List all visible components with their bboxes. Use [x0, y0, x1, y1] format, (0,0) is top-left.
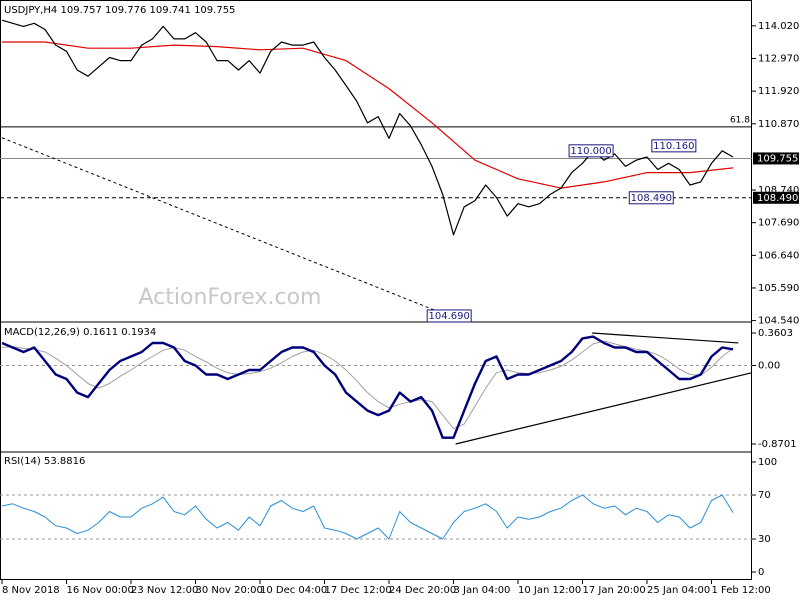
- price-box: [753, 152, 799, 165]
- x-tick-label: 24 Dec 20:00: [389, 585, 456, 596]
- price-box-label: 108.490: [757, 193, 798, 204]
- annotation-label: 108.490: [631, 193, 672, 204]
- y-tick-label: 106.640: [758, 250, 799, 261]
- annotation-box: [568, 144, 614, 158]
- x-tick-label: 23 Nov 12:00: [131, 585, 198, 596]
- series-line: [1, 494, 734, 540]
- series-line: [2, 41, 734, 189]
- x-tick-label: 3 Jan 04:00: [453, 585, 510, 596]
- x-tick-label: 17 Jan 20:00: [582, 585, 645, 596]
- level-label: 61.8: [730, 115, 750, 125]
- x-tick-label: 30 Nov 20:00: [195, 585, 262, 596]
- x-tick-label: 10 Dec 04:00: [260, 585, 327, 596]
- panel-title: MACD(12,26,9) 0.1611 0.1934: [4, 327, 156, 338]
- series-line: [1, 335, 734, 439]
- y-tick-label: 0.3603: [758, 328, 793, 339]
- annotation-box: [651, 139, 697, 153]
- x-tick-label: 25 Jan 04:00: [647, 585, 710, 596]
- trendline: [455, 372, 753, 445]
- x-tick-label: 17 Dec 12:00: [324, 585, 391, 596]
- series-line: [1, 340, 734, 430]
- watermark: ActionForex.com: [139, 285, 322, 310]
- x-tick-label: 16 Nov 00:00: [66, 585, 133, 596]
- y-tick-label: 0.00: [758, 361, 780, 372]
- price-box: [753, 191, 799, 204]
- y-tick-label: -0.8701: [758, 439, 797, 450]
- annotation-label: 110.160: [653, 141, 694, 152]
- annotation-label: 104.690: [429, 311, 470, 322]
- trendline: [1, 137, 450, 317]
- y-tick-label: 70: [758, 490, 771, 501]
- y-tick-label: 112.970: [758, 53, 799, 64]
- x-tick-label: 8 Nov 2018: [2, 585, 60, 596]
- y-tick-label: 0: [758, 567, 764, 578]
- y-tick-label: 110.870: [758, 119, 799, 130]
- y-tick-label: 105.590: [758, 283, 799, 294]
- annotation-box: [426, 309, 472, 323]
- annotation-label: 110.000: [570, 146, 611, 157]
- panel-title: USDJPY,H4 109.757 109.776 109.741 109.75…: [4, 5, 235, 16]
- price-box-label: 109.755: [757, 153, 798, 164]
- y-tick-label: 108.740: [758, 185, 799, 196]
- x-tick-label: 1 Feb 12:00: [711, 585, 770, 596]
- y-tick-label: 100: [758, 457, 777, 468]
- y-tick-label: 104.540: [758, 316, 799, 327]
- x-tick-label: 10 Jan 12:00: [518, 585, 581, 596]
- series-line: [1, 19, 734, 236]
- annotation-box: [628, 191, 674, 205]
- y-tick-label: 111.920: [758, 86, 799, 97]
- trendline: [592, 332, 739, 344]
- panel-title: RSI(14) 53.8816: [4, 456, 85, 467]
- y-tick-label: 30: [758, 534, 771, 545]
- frame: [0, 0, 752, 580]
- y-tick-label: 114.020: [758, 21, 799, 32]
- y-tick-label: 107.690: [758, 218, 799, 229]
